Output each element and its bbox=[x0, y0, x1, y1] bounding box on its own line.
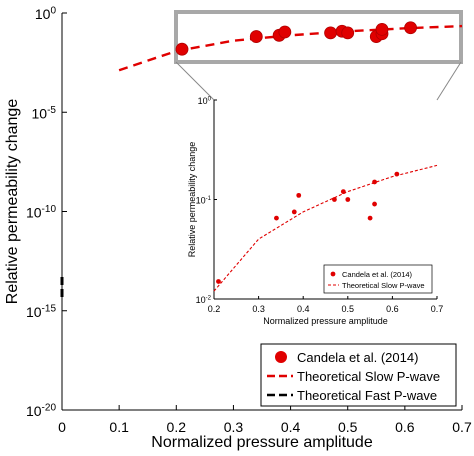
x-tick-label: 0.2 bbox=[167, 419, 187, 435]
main-legend: Candela et al. (2014) Theoretical Slow P-… bbox=[260, 343, 457, 407]
inset-data-point bbox=[296, 192, 302, 198]
slow-p-wave-curve bbox=[118, 24, 463, 72]
main-marks bbox=[60, 21, 463, 301]
inset-data-point bbox=[372, 179, 377, 185]
data-point bbox=[249, 30, 263, 43]
inset-y-tick-label: 100 bbox=[198, 96, 212, 106]
inset-chart: 0.2 0.3 0.4 0.5 0.6 0.7 100 10-1 10-2 Normalized … bbox=[187, 96, 443, 326]
x-tick-label: 0.3 bbox=[224, 419, 244, 435]
legend-box bbox=[260, 343, 457, 407]
inset-x-tick-label: 0.2 bbox=[208, 304, 221, 314]
inset-y-tick-label: 10-1 bbox=[196, 196, 212, 206]
legend-marker bbox=[275, 351, 287, 363]
inset-legend-marker bbox=[330, 271, 336, 277]
x-tick-label: 0.4 bbox=[281, 419, 301, 435]
y-tick-label: 100 bbox=[35, 6, 57, 23]
legend-label: Theoretical Slow P-wave bbox=[297, 369, 440, 384]
data-point bbox=[375, 22, 389, 36]
inset-data-point bbox=[367, 215, 373, 221]
axis-titles: Normalized pressure amplitude Relative pe… bbox=[4, 99, 373, 451]
y-tick-label: 10-10 bbox=[26, 204, 56, 221]
zoom-connector-left bbox=[175, 61, 215, 101]
inset-x-axis-title: Normalized pressure amplitude bbox=[263, 316, 388, 326]
zoom-box bbox=[174, 10, 463, 101]
y-tick-label: 10-5 bbox=[32, 105, 57, 122]
inset-x-tick-label: 0.7 bbox=[431, 304, 444, 314]
inset-data-point bbox=[274, 215, 279, 221]
inset-data-point bbox=[340, 189, 346, 195]
y-tick-label: 10-20 bbox=[26, 403, 56, 420]
x-tick-label: 0.7 bbox=[452, 419, 472, 435]
inset-data-point bbox=[345, 197, 351, 202]
zoom-connector-right bbox=[436, 61, 462, 101]
legend-label: Candela et al. (2014) bbox=[297, 350, 418, 365]
y-tick-label: 10-15 bbox=[26, 303, 56, 320]
inset-legend-label: Candela et al. (2014) bbox=[342, 270, 413, 279]
data-point bbox=[324, 26, 337, 40]
y-axis-title: Relative permeability change bbox=[4, 99, 21, 305]
inset-data-point bbox=[332, 197, 337, 202]
inset-data-point bbox=[372, 201, 377, 207]
main-ticks: 0 0.1 0.2 0.3 0.4 0.5 0.6 0.7 100 10-5 10-10 10-15 1… bbox=[26, 6, 472, 436]
x-axis-title: Normalized pressure amplitude bbox=[151, 434, 373, 451]
x-tick-label: 0 bbox=[58, 419, 66, 435]
data-point bbox=[175, 42, 189, 56]
inset-legend-box bbox=[323, 264, 433, 294]
data-point bbox=[341, 26, 355, 40]
inset-y-axis-title: Relative permeability change bbox=[187, 142, 197, 258]
inset-x-tick-label: 0.4 bbox=[297, 304, 310, 314]
x-tick-label: 0.5 bbox=[338, 419, 358, 435]
inset-legend-label: Theoretical Slow P-wave bbox=[342, 281, 425, 290]
x-tick-label: 0.1 bbox=[109, 419, 129, 435]
inset-slow-p-wave-curve bbox=[213, 164, 438, 292]
data-point bbox=[404, 21, 417, 35]
inset-y-tick-label: 10-2 bbox=[196, 295, 212, 305]
data-point bbox=[278, 25, 292, 39]
inset-x-tick-label: 0.3 bbox=[252, 304, 265, 314]
x-tick-label: 0.6 bbox=[395, 419, 415, 435]
inset-x-tick-label: 0.5 bbox=[342, 304, 355, 314]
legend-label: Theoretical Fast P-wave bbox=[297, 388, 437, 403]
inset-x-tick-label: 0.6 bbox=[386, 304, 399, 314]
zoom-rectangle bbox=[174, 10, 463, 64]
inset-data-point bbox=[216, 279, 221, 284]
inset-data-point bbox=[291, 209, 297, 215]
inset-data-point bbox=[394, 171, 400, 177]
